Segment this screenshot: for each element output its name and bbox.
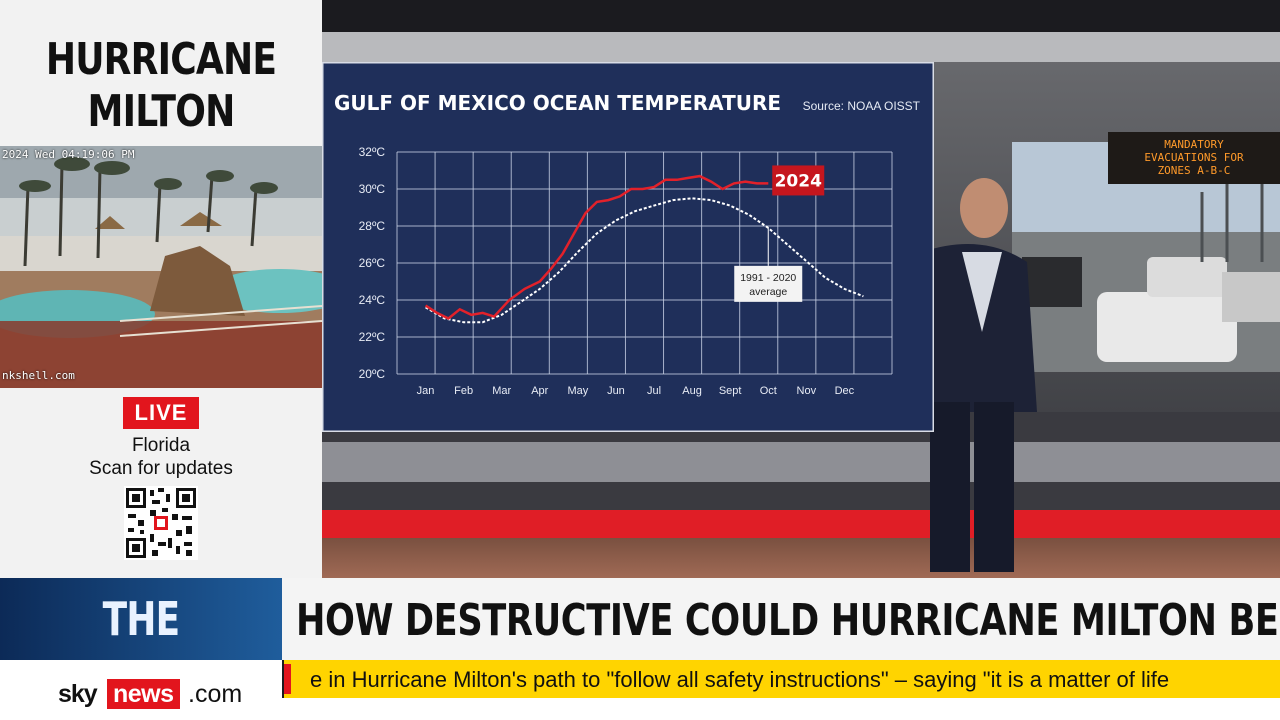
news-ticker: e in Hurricane Milton's path to "follow … (284, 660, 1280, 698)
label-2024-box (772, 165, 825, 196)
x-tick-label-6: Jul (647, 385, 661, 397)
y-axis-ticks: 32ºC 30ºC 28ºC 26ºC 24ºC 22ºC 20ºC (359, 145, 386, 381)
average-label-box (734, 265, 803, 302)
x-tick-label-10: Nov (797, 385, 817, 397)
brand-logo[interactable]: sky news .com (0, 660, 282, 720)
side-panel: HURRICANE MILTON (0, 0, 322, 578)
presenter (822, 178, 1037, 572)
y-tick-label-3: 26ºC (359, 256, 386, 270)
location-info: Florida Scan for updates (0, 434, 322, 480)
series-2024-line (424, 174, 769, 320)
chart-annotations: 2024 1991 - 2020 average (734, 165, 825, 302)
section-tag-label: THE WORLD (102, 592, 180, 646)
x-tick-label-9: Oct (760, 385, 777, 397)
section-tag: THE WORLD (0, 578, 282, 660)
x-tick-label-3: Apr (531, 385, 548, 397)
location-label: Florida (131, 435, 191, 456)
x-tick-label-4: May (567, 385, 588, 397)
live-badge: LIVE (123, 397, 199, 429)
chart-series (424, 174, 864, 324)
chart-source: Source: NOAA OISST (803, 99, 921, 113)
road-sign-line1: MANDATORY (1164, 138, 1224, 151)
bottom-strip (282, 698, 1280, 720)
ticker-marker (284, 664, 291, 694)
webcam-scene (0, 146, 322, 388)
y-tick-label-4: 24ºC (359, 293, 386, 307)
chart-title: GULF OF MEXICO OCEAN TEMPERATURE (334, 91, 781, 115)
headline-bar: HOW DESTRUCTIVE COULD HURRICANE MILTON B… (282, 578, 1280, 660)
brand-com: .com (188, 680, 243, 708)
road-sign-line2: EVACUATIONS FOR (1144, 151, 1244, 164)
lower-third: THE WORLD HOW DESTRUCTIVE COULD HURRICAN… (0, 578, 1280, 720)
road-sign-line3: ZONES A-B-C (1158, 164, 1231, 177)
x-tick-label-2: Mar (492, 385, 511, 397)
x-tick-label-0: Jan (417, 385, 435, 397)
y-tick-label-0: 32ºC (359, 145, 386, 159)
side-title-line2: MILTON (87, 86, 236, 137)
y-tick-label-2: 28ºC (359, 219, 386, 233)
brand-sky: sky (58, 680, 98, 708)
side-title-line1: HURRICANE (45, 34, 277, 85)
label-2024: 2024 (775, 171, 822, 191)
x-tick-label-11: Dec (835, 385, 855, 397)
series-average-line (425, 197, 864, 324)
x-tick-label-5: Jun (607, 385, 625, 397)
average-label-line1: 1991 - 2020 (740, 272, 796, 284)
average-label-line2: average (749, 286, 787, 298)
webcam-url: nkshell.com (2, 369, 75, 382)
x-tick-label-7: Aug (682, 385, 702, 397)
brand-news: news (107, 679, 180, 709)
x-tick-label-8: Sept (719, 385, 742, 397)
webcam-timestamp: 2024 Wed 04:19:06 PM (2, 148, 135, 161)
qr-code-icon[interactable] (124, 486, 198, 560)
ocean-temperature-chart: GULF OF MEXICO OCEAN TEMPERATURE Source:… (322, 62, 934, 432)
scan-for-updates-label: Scan for updates (89, 458, 233, 479)
x-axis-ticks: Jan Feb Mar Apr May Jun Jul Aug Sept Oct Nov Dec (417, 385, 855, 397)
x-tick-label-1: Feb (454, 385, 473, 397)
side-title: HURRICANE MILTON (29, 34, 293, 138)
chart-background (322, 62, 934, 432)
webcam-feed: 2024 Wed 04:19:06 PM nkshell.com (0, 146, 322, 388)
y-tick-label-1: 30ºC (359, 182, 386, 196)
ticker-text: e in Hurricane Milton's path to "follow … (310, 667, 1170, 692)
headline: HOW DESTRUCTIVE COULD HURRICANE MILTON B… (296, 595, 1280, 646)
chart-grid (396, 151, 893, 375)
y-tick-label-6: 20ºC (359, 367, 386, 381)
y-tick-label-5: 22ºC (359, 330, 386, 344)
